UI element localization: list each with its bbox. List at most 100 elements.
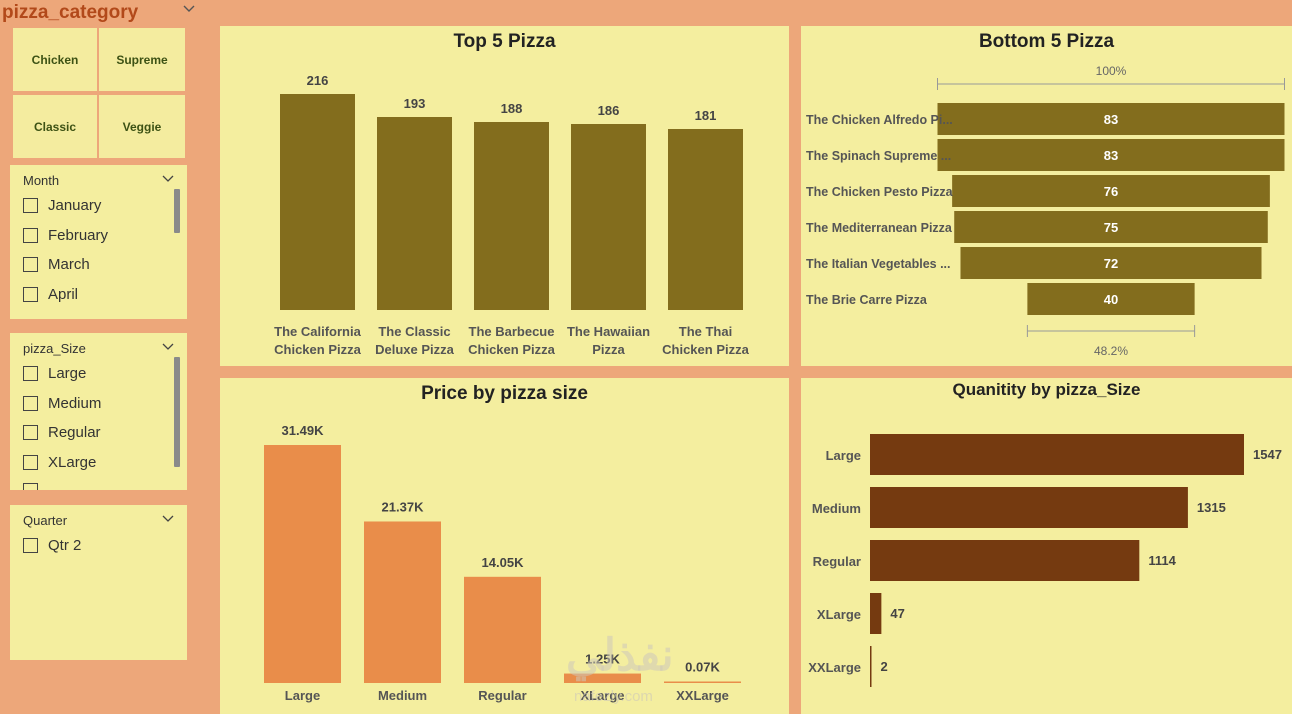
data-label: 1114	[1148, 553, 1176, 568]
data-label: 47	[890, 606, 904, 621]
data-label: 181	[695, 108, 717, 123]
bar	[464, 576, 541, 683]
category-label: XXLarge	[808, 660, 861, 675]
tile-supreme[interactable]: Supreme	[99, 28, 185, 91]
checkbox[interactable]	[23, 257, 38, 272]
data-label: 83	[1104, 148, 1118, 163]
category-label: The California	[274, 324, 361, 339]
chart-title: Quanitity by pizza_Size	[952, 380, 1141, 399]
bar	[870, 646, 872, 687]
category-label: Pizza	[592, 342, 625, 357]
checkbox[interactable]	[23, 198, 38, 213]
price-chart-card: Price by pizza size 31.49K Large 21.37K Med…	[220, 378, 789, 714]
checkbox[interactable]	[23, 366, 38, 381]
watermark-url: nafezly.com	[574, 688, 653, 705]
tile-chicken[interactable]: Chicken	[13, 28, 97, 91]
funnel-bar	[954, 211, 1268, 243]
checkbox[interactable]	[23, 228, 38, 243]
size-option-large[interactable]: Large	[23, 365, 86, 382]
option-label: January	[48, 197, 102, 214]
chevron-down-icon[interactable]	[161, 512, 175, 526]
size-filter-title: pizza_Size	[23, 341, 86, 356]
bottom5-chart: 100% 83 The Chicken Alfredo Pi... 83 The Spi…	[806, 64, 1285, 358]
scrollbar[interactable]	[174, 189, 180, 233]
size-filter: pizza_Size Large Medium Regular XLarge	[10, 333, 187, 490]
bar	[870, 540, 1140, 581]
bar	[280, 94, 355, 310]
month-option-february[interactable]: February	[23, 227, 108, 244]
chevron-down-icon[interactable]	[181, 1, 197, 17]
tile-veggie[interactable]: Veggie	[99, 95, 185, 158]
chevron-down-icon[interactable]	[161, 172, 175, 186]
data-label: 75	[1104, 220, 1118, 235]
data-label: 1.25K	[585, 652, 620, 667]
size-option-regular[interactable]: Regular	[23, 424, 101, 441]
bar	[870, 593, 882, 634]
category-tiles: Chicken Supreme Classic Veggie	[8, 26, 188, 160]
option-label: Qtr 2	[48, 537, 82, 554]
data-label: 186	[598, 103, 620, 118]
bar	[664, 681, 741, 683]
category-label: The Hawaiian	[567, 324, 650, 339]
category-label: Chicken Pizza	[274, 342, 361, 357]
data-label: 76	[1104, 184, 1118, 199]
scrollbar[interactable]	[174, 357, 180, 467]
month-option-april[interactable]: April	[23, 286, 78, 303]
category-label: XLarge	[580, 688, 624, 703]
checkbox[interactable]	[23, 396, 38, 411]
size-option-partial[interactable]	[23, 483, 48, 490]
data-label: 31.49K	[282, 423, 325, 438]
checkbox[interactable]	[23, 455, 38, 470]
bar	[364, 521, 441, 683]
option-label: Medium	[48, 395, 102, 412]
bar	[564, 673, 641, 683]
option-label: Large	[48, 365, 87, 382]
month-filter-title: Month	[23, 173, 60, 188]
category-label: The Classic	[378, 324, 450, 339]
category-label: Chicken Pizza	[468, 342, 555, 357]
checkbox[interactable]	[23, 538, 38, 553]
chart-title: Bottom 5 Pizza	[978, 31, 1115, 52]
tile-classic[interactable]: Classic	[13, 95, 97, 158]
data-label: 21.37K	[382, 499, 425, 514]
data-label: 1315	[1197, 500, 1226, 515]
data-label: 72	[1104, 256, 1118, 271]
category-label: Medium	[378, 688, 427, 703]
bottom5-chart-card: Bottom 5 Pizza 100% 83 The Chicken Alfredo…	[801, 26, 1292, 366]
size-option-medium[interactable]: Medium	[23, 395, 101, 412]
funnel-bar	[960, 247, 1262, 279]
bar	[474, 122, 549, 310]
category-slicer-title: pizza_category	[2, 2, 139, 23]
quarter-filter-title: Quarter	[23, 513, 68, 528]
category-label: Deluxe Pizza	[375, 342, 455, 357]
funnel-bar	[937, 103, 1285, 135]
option-label: April	[48, 286, 79, 303]
data-label: 2	[881, 659, 888, 674]
category-label: The Barbecue	[469, 324, 555, 339]
month-option-march[interactable]: March	[23, 256, 90, 273]
option-label: Regular	[48, 424, 101, 441]
checkbox[interactable]	[23, 425, 38, 440]
category-label: Medium	[812, 501, 861, 516]
category-label: Regular	[478, 688, 526, 703]
bar	[668, 129, 743, 310]
quarter-option-qtr2[interactable]: Qtr 2	[23, 537, 81, 554]
category-label: XLarge	[817, 607, 861, 622]
price-chart: 31.49K Large 21.37K Medium 14.05K Regular 1.25…	[264, 423, 741, 703]
category-label: The Thai	[679, 324, 732, 339]
checkbox[interactable]	[23, 287, 38, 302]
funnel-bar	[1027, 283, 1195, 315]
data-label: 1547	[1253, 447, 1282, 462]
size-option-xlarge[interactable]: XLarge	[23, 454, 96, 471]
bar	[870, 487, 1188, 528]
data-label: 188	[501, 101, 523, 116]
chevron-down-icon[interactable]	[161, 340, 175, 354]
category-label: Regular	[813, 554, 861, 569]
option-label: February	[48, 227, 109, 244]
checkbox[interactable]	[23, 483, 38, 490]
month-option-january[interactable]: January	[23, 197, 101, 214]
category-label: XXLarge	[676, 688, 729, 703]
category-label: The Italian Vegetables ...	[806, 257, 951, 271]
percent-label: 100%	[1096, 64, 1127, 78]
option-label: March	[48, 256, 90, 273]
